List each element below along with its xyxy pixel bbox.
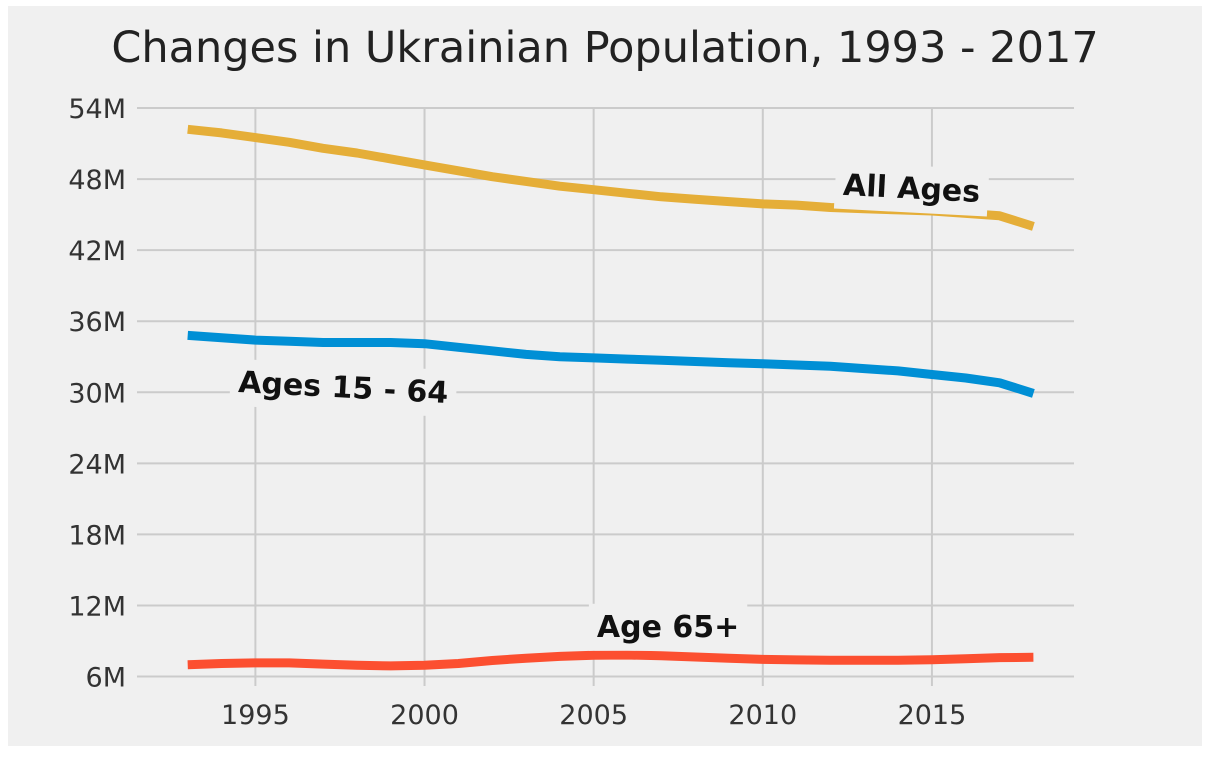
annotation-background bbox=[588, 603, 748, 651]
series-line-15-64 bbox=[187, 330, 1035, 398]
x-tick-label: 1995 bbox=[221, 700, 290, 731]
series-line-65+ bbox=[187, 650, 1034, 671]
annotation-group-15-64: Ages 15 - 64 bbox=[229, 358, 458, 418]
chart-title: Changes in Ukrainian Population, 1993 - … bbox=[111, 23, 1098, 73]
grid bbox=[137, 107, 1074, 686]
y-tick-label: 24M bbox=[68, 449, 126, 480]
annotations: All Ages Ages 15 - 64 Age 65+ bbox=[229, 161, 990, 651]
x-tick-label: 2005 bbox=[559, 700, 628, 731]
y-tick-label: 30M bbox=[68, 378, 126, 409]
annotation-65+: Age 65+ bbox=[597, 610, 739, 645]
x-tick-label: 2000 bbox=[390, 700, 459, 731]
annotation-background bbox=[833, 161, 990, 217]
x-tick-label: 2015 bbox=[898, 700, 967, 731]
y-tick-label: 36M bbox=[68, 307, 126, 338]
annotation-group-65+: Age 65+ bbox=[588, 603, 748, 651]
y-tick-label: 48M bbox=[68, 165, 126, 196]
y-tick-label: 18M bbox=[68, 520, 126, 551]
x-tick-label: 2010 bbox=[728, 700, 797, 731]
y-tick-label: 54M bbox=[68, 94, 126, 125]
annotation-background bbox=[229, 358, 458, 418]
annotation-all: All Ages bbox=[842, 168, 981, 210]
y-tick-label: 6M bbox=[86, 663, 126, 694]
axis-ticks: 6M 12M 18M 24M 30M 36M 42M 48M 54M 1995 2000 2005 20… bbox=[68, 94, 966, 731]
y-tick-label: 12M bbox=[68, 591, 126, 622]
y-tick-label: 42M bbox=[68, 236, 126, 267]
annotation-group-all: All Ages bbox=[833, 161, 990, 217]
chart-svg: Changes in Ukrainian Population, 1993 - … bbox=[68, 23, 1098, 731]
chart-figure: Changes in Ukrainian Population, 1993 - … bbox=[8, 6, 1202, 746]
